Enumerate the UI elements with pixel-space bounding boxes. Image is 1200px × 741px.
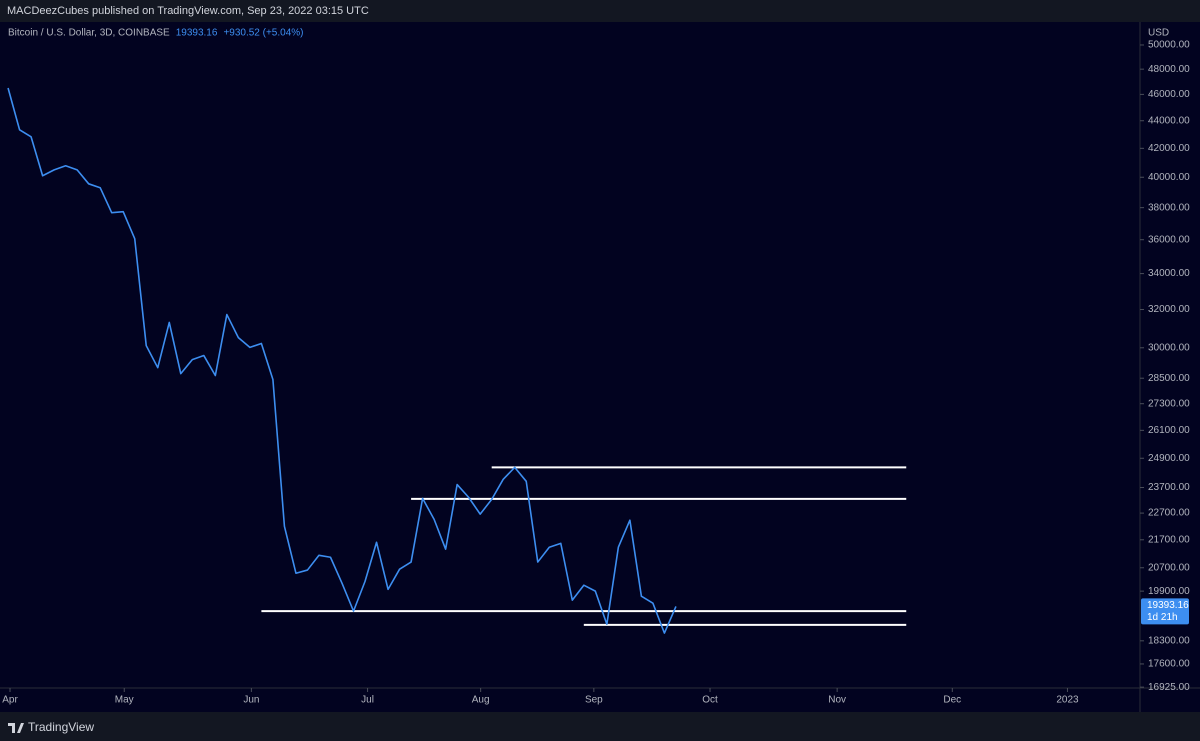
footer-brand: TradingView [28,720,94,734]
x-tick-label: May [115,695,134,706]
y-tick-label: 21700.00 [1148,534,1190,545]
x-tick-label: Apr [2,695,18,706]
y-tick-label: 50000.00 [1148,40,1190,51]
y-unit: USD [1148,28,1169,39]
y-tick-label: 30000.00 [1148,342,1190,353]
y-tick-label: 28500.00 [1148,373,1190,384]
x-tick-label: Aug [472,695,490,706]
y-tick-label: 36000.00 [1148,234,1190,245]
y-tick-label: 40000.00 [1148,172,1190,183]
x-tick-label: Jul [361,695,374,706]
y-tick-label: 20700.00 [1148,562,1190,573]
y-tick-label: 16925.00 [1148,682,1190,693]
x-tick-label: Sep [585,695,603,706]
y-tick-label: 19900.00 [1148,586,1190,597]
footer-logo [8,723,24,733]
x-tick-label: 2023 [1056,695,1079,706]
y-tick-label: 27300.00 [1148,398,1190,409]
header: MACDeezCubes published on TradingView.co… [7,5,369,17]
plot-background [0,22,1200,712]
legend-change: +930.52 (+5.04%) [223,28,303,39]
y-tick-label: 17600.00 [1148,659,1190,670]
chart-title: Bitcoin / U.S. Dollar, 3D, COINBASE [8,28,170,39]
price-line [7,87,677,634]
y-tick-label: 24900.00 [1148,453,1190,464]
legend-price: 19393.16 [176,28,218,39]
price-tag [1141,598,1189,625]
y-tick-label: 26100.00 [1148,425,1190,436]
y-tick-label: 22700.00 [1148,508,1190,519]
x-tick-label: Dec [943,695,961,706]
price-tag-label: 19393.16 [1147,600,1189,611]
x-tick-label: Jun [243,695,259,706]
y-tick-label: 42000.00 [1148,143,1190,154]
y-tick-label: 38000.00 [1148,202,1190,213]
y-tick-label: 32000.00 [1148,304,1190,315]
x-tick-label: Nov [828,695,846,706]
y-tick-label: 18300.00 [1148,635,1190,646]
y-tick-label: 48000.00 [1148,64,1190,75]
y-tick-label: 23700.00 [1148,482,1190,493]
x-tick-label: Oct [702,695,718,706]
y-tick-label: 44000.00 [1148,115,1190,126]
countdown-label: 1d 21h [1147,612,1178,623]
y-tick-label: 46000.00 [1148,89,1190,100]
y-tick-label: 34000.00 [1148,268,1190,279]
